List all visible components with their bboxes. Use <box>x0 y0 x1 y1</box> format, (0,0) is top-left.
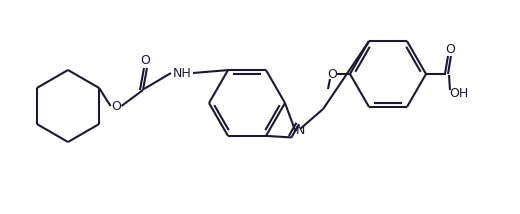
Text: O: O <box>445 43 455 55</box>
Text: OH: OH <box>449 86 469 100</box>
Text: N: N <box>295 124 305 137</box>
Text: O: O <box>327 67 337 80</box>
Text: O: O <box>111 100 121 113</box>
Text: NH: NH <box>173 67 191 79</box>
Text: O: O <box>140 54 150 67</box>
